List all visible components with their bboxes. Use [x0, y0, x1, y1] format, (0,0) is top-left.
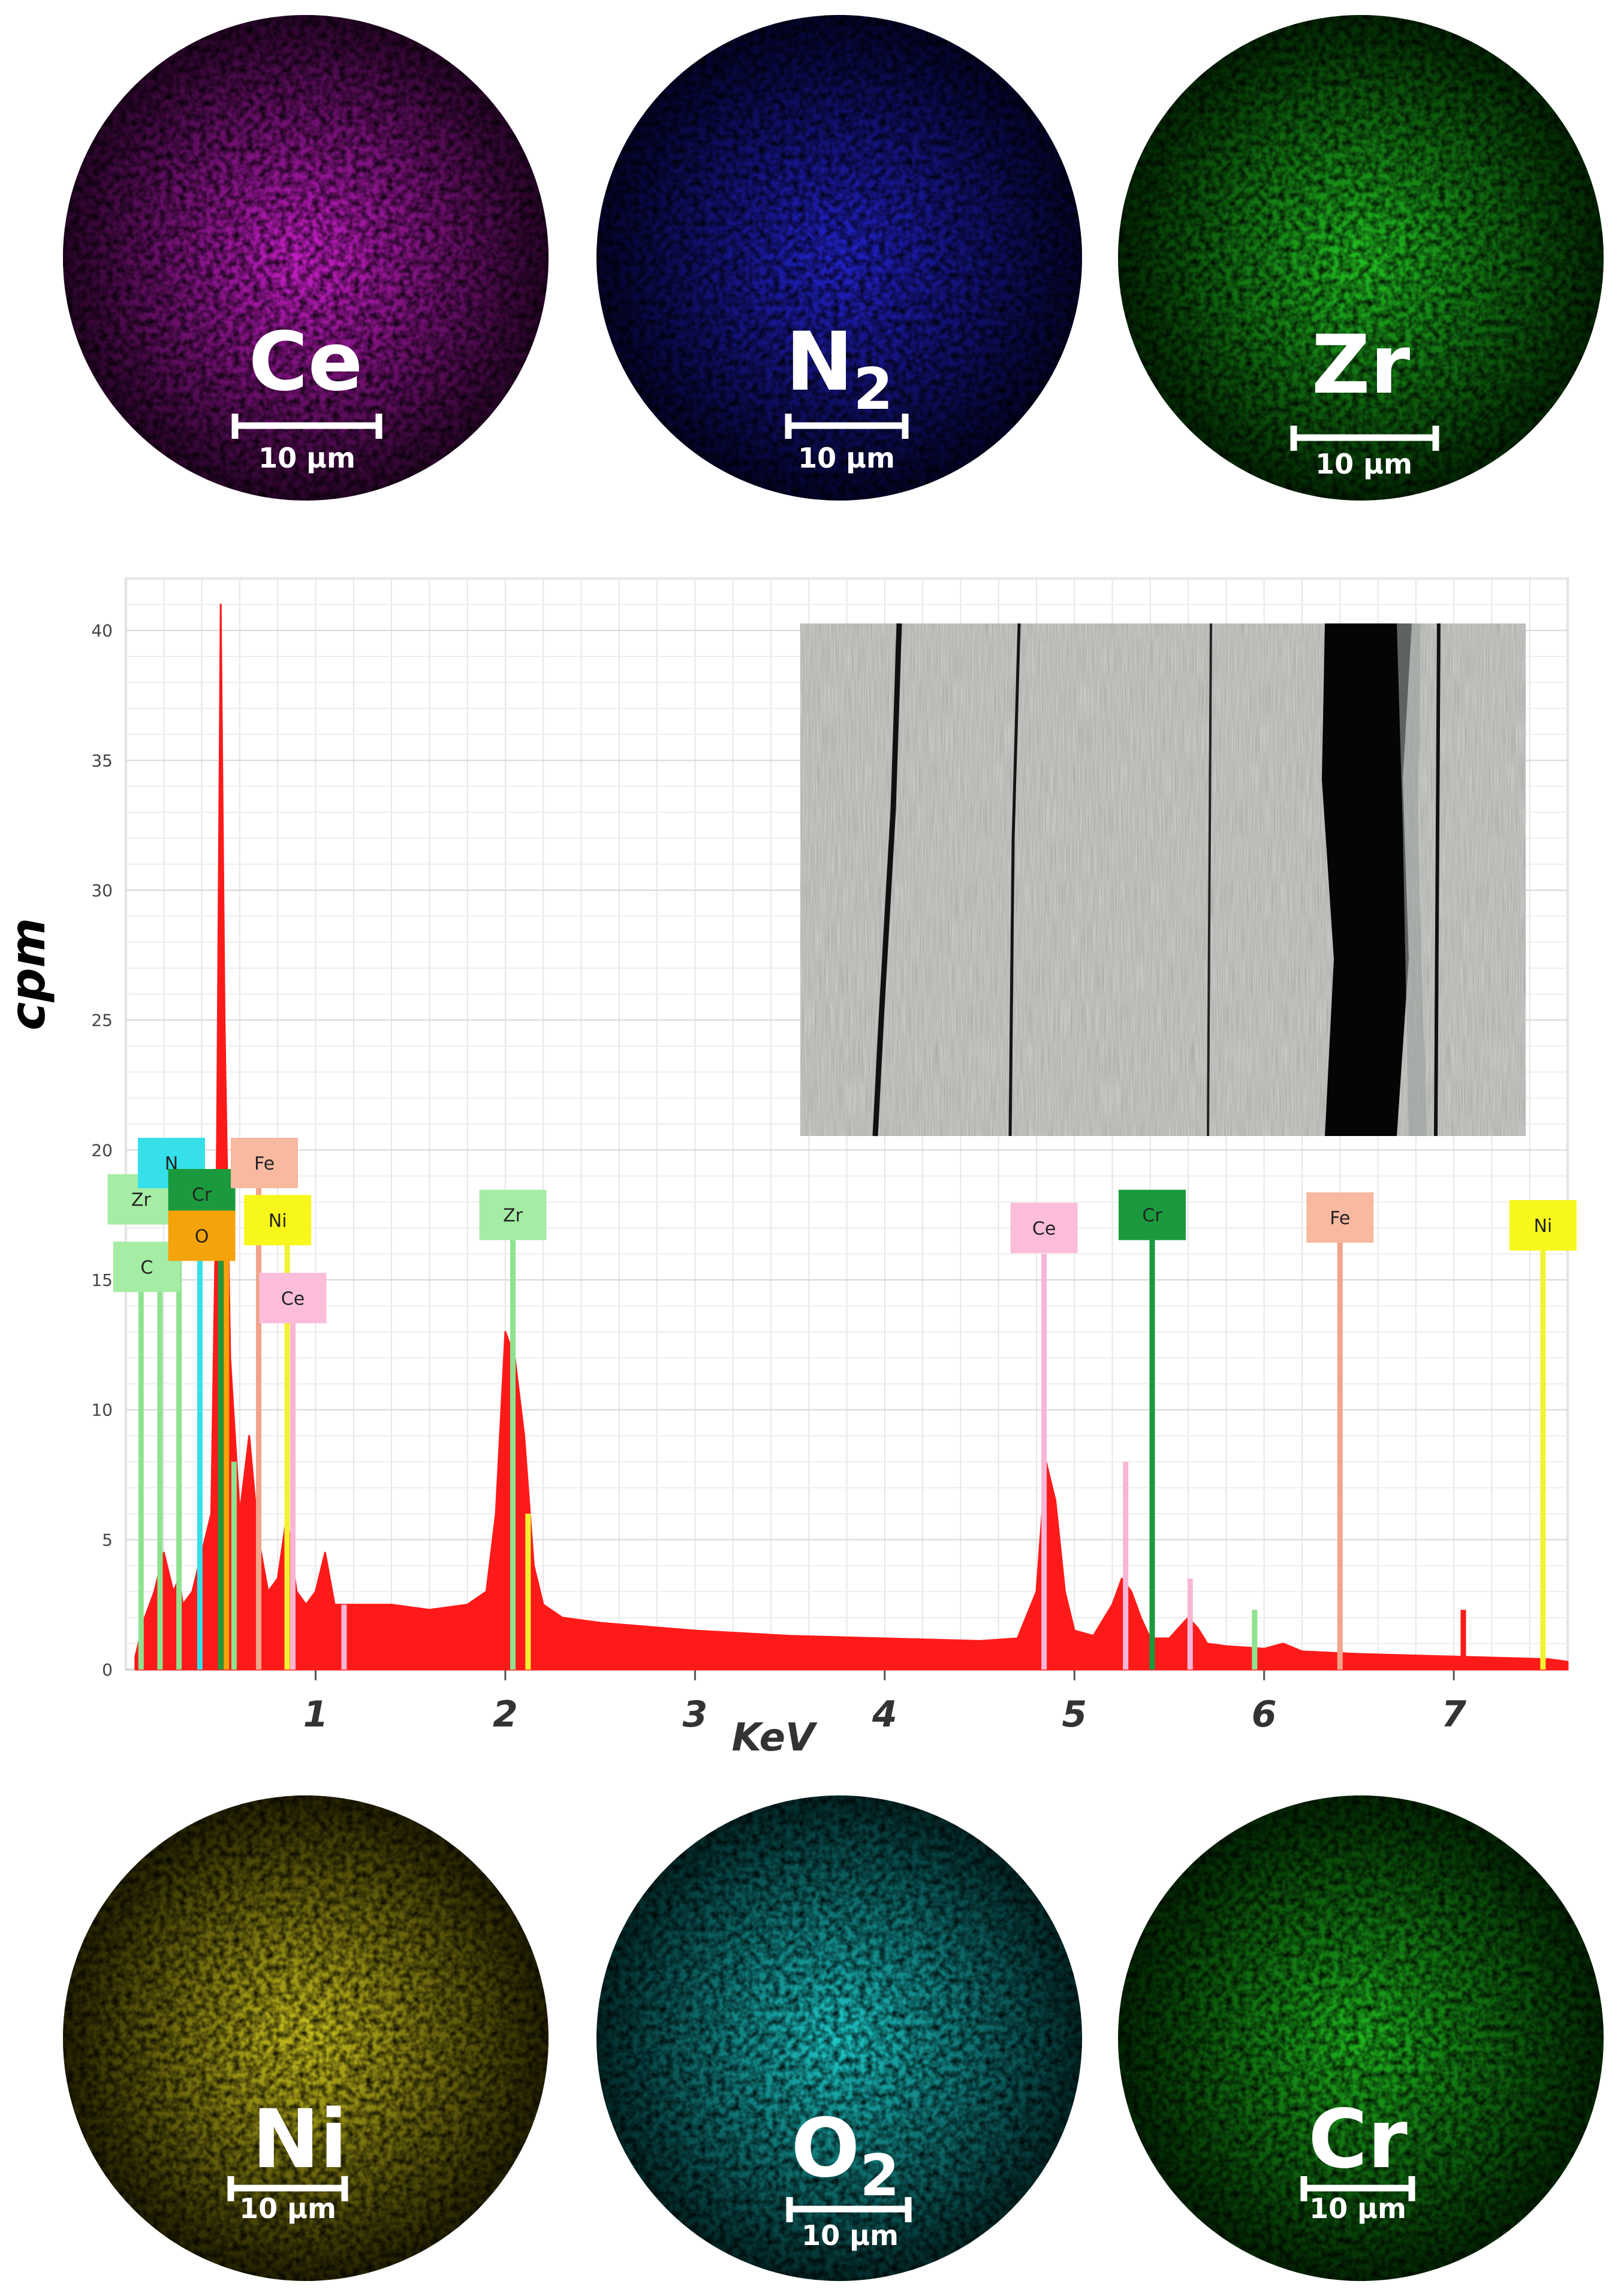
spectrum-series [134, 603, 1569, 1671]
map-element-label: Cr [1308, 2092, 1408, 2186]
scale-bar-label: 10 µm [1309, 2192, 1406, 2225]
peak-label: Ni [1509, 1200, 1577, 1251]
x-tick-label: 1 [303, 1694, 329, 1735]
peak-label: Zr [479, 1189, 547, 1240]
y-tick-label: 20 [91, 1140, 113, 1160]
peak-label: Fe [1306, 1192, 1374, 1243]
peak-label-text: Zr [131, 1190, 152, 1211]
y-axis-label: cpm [0, 918, 56, 1031]
x-axis-ticks: 1 2 3 4 5 6 7 [303, 1670, 1466, 1735]
peak-label: Ce [1010, 1203, 1078, 1254]
peak-label-text: Ni [1533, 1216, 1552, 1237]
peak-label-box [1010, 1203, 1078, 1254]
peak-label-text: Ni [269, 1210, 287, 1231]
peak-label-box [1118, 1189, 1186, 1240]
y-tick-label: 30 [91, 881, 113, 900]
scale-bar [1300, 2176, 1415, 2201]
x-tick-label: 6 [1252, 1694, 1277, 1735]
peak-label-text: Ce [1032, 1218, 1056, 1239]
x-tick-label: 7 [1441, 1694, 1466, 1735]
x-tick-label: 4 [872, 1694, 897, 1735]
map-element-label: Ni [252, 2092, 347, 2186]
peak-label-text: Cr [1142, 1206, 1162, 1227]
peak-label-box [1509, 1200, 1577, 1251]
peak-label: Ni [244, 1195, 312, 1246]
element-map-o2: O2 10 µm [596, 1795, 1082, 2281]
scale-bar [786, 2197, 912, 2222]
map-element-label: Ce [249, 315, 363, 409]
peak-label-text: Zr [503, 1206, 523, 1227]
element-map-cr: Cr 10 µm [1118, 1795, 1604, 2281]
x-tick-label: 2 [493, 1694, 518, 1735]
peak-label-box [479, 1189, 547, 1240]
peak-label-box [168, 1210, 236, 1261]
peak-label-box [1306, 1192, 1374, 1243]
y-tick-label: 15 [91, 1270, 113, 1290]
peak-label-box [231, 1138, 299, 1188]
scale-bar-label: 10 µm [798, 442, 895, 474]
y-tick-label: 35 [91, 751, 113, 770]
peak-label-text: C [140, 1257, 153, 1278]
scale-bar [227, 2176, 348, 2201]
element-map-ni: Ni 10 µm [63, 1795, 549, 2281]
peak-label-text: Cr [192, 1185, 212, 1206]
y-tick-label: 0 [102, 1660, 113, 1680]
peak-label: O [168, 1210, 236, 1261]
y-axis-ticks: 0 5 10 15 20 25 30 35 40 [91, 621, 113, 1680]
scale-bar [231, 414, 382, 439]
scale-bar [785, 414, 909, 439]
x-axis-label: KeV [731, 1716, 818, 1760]
x-tick-label: 5 [1062, 1694, 1087, 1735]
y-tick-label: 40 [91, 621, 113, 641]
element-map-zr: Zr 10 µm [1118, 15, 1604, 501]
element-map-ce: Ce 10 µm [63, 15, 549, 501]
scale-bar-label: 10 µm [802, 2219, 899, 2252]
scale-bar [1290, 426, 1439, 451]
scale-bar-label: 10 µm [239, 2192, 336, 2225]
x-tick-label: 3 [682, 1694, 707, 1735]
peak-label: Ce [259, 1273, 327, 1324]
peak-label-box [259, 1273, 327, 1324]
peak-label-box [244, 1195, 312, 1246]
y-tick-label: 25 [91, 1011, 113, 1031]
peak-label: Fe [231, 1138, 299, 1188]
y-tick-label: 10 [91, 1400, 113, 1420]
peak-label-text: Fe [1330, 1208, 1350, 1229]
sem-inset-image [800, 623, 1526, 1137]
peak-label-text: Ce [281, 1288, 305, 1309]
y-tick-label: 5 [102, 1530, 113, 1550]
map-element-label: O2 [791, 2101, 900, 2209]
scale-bar-label: 10 µm [1315, 448, 1412, 480]
map-element-label: Zr [1312, 318, 1411, 412]
scale-bar-label: 10 µm [258, 442, 355, 474]
spectrum-area [134, 603, 1569, 1671]
peak-label: Cr [1118, 1189, 1186, 1240]
element-map-n2: N2 10 µm [596, 15, 1082, 501]
map-element-label: N2 [785, 315, 893, 423]
peak-label-text: O [195, 1226, 209, 1247]
peak-label-text: Fe [254, 1153, 275, 1174]
